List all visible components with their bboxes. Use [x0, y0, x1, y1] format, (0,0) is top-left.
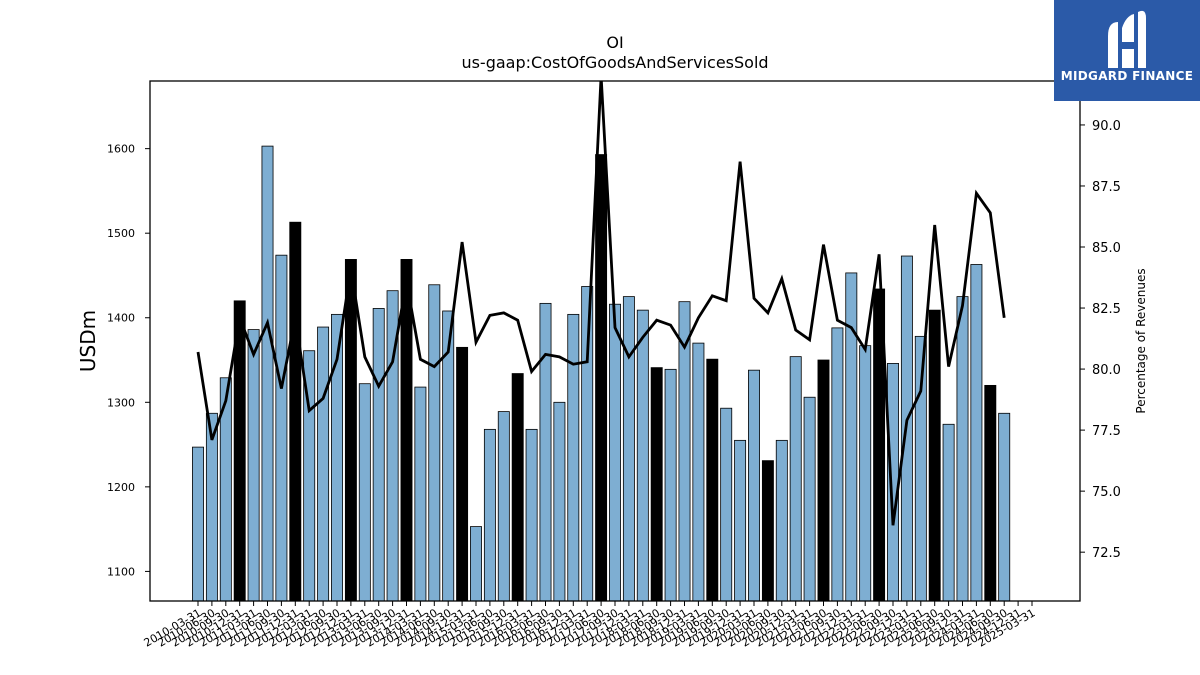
- bar: [428, 284, 441, 602]
- bar: [470, 526, 482, 602]
- bar: [928, 309, 941, 602]
- bar: [609, 303, 621, 602]
- bar: [803, 396, 816, 602]
- bar: [970, 264, 983, 602]
- right-tick-label: 77.5: [1092, 424, 1121, 439]
- right-tick-label: 72.5: [1092, 546, 1121, 561]
- left-axis-ticks: 1100 1200 1300 1400 1500 1600: [107, 143, 150, 578]
- y-axis-label: USDm: [76, 310, 100, 372]
- bar-series: [192, 145, 1011, 602]
- bar: [358, 383, 371, 602]
- logo-text: MIDGARD FINANCE: [1060, 69, 1194, 83]
- bar: [497, 411, 510, 602]
- percentage-line-series: [196, 81, 1006, 526]
- bar: [553, 401, 566, 602]
- midgard-finance-logo: MIDGARD FINANCE: [1054, 0, 1200, 101]
- x-axis-ticks: 2010-03-312010-06-302010-09-302010-12-31…: [142, 601, 1038, 650]
- bar: [956, 296, 969, 602]
- left-tick-label: 1400: [107, 312, 135, 325]
- bar: [748, 369, 760, 602]
- bar: [511, 373, 524, 602]
- bar: [734, 439, 747, 602]
- bar: [414, 386, 427, 602]
- bar: [525, 428, 538, 602]
- bar: [761, 460, 774, 602]
- bar: [192, 446, 204, 602]
- bar: [887, 363, 899, 602]
- chart-title: OI: [606, 33, 623, 52]
- right-tick-label: 90.0: [1092, 119, 1121, 134]
- bar: [817, 359, 830, 602]
- bar: [483, 428, 496, 602]
- bar: [831, 327, 844, 602]
- right-tick-label: 82.5: [1092, 302, 1121, 317]
- left-tick-label: 1100: [107, 565, 135, 578]
- left-tick-label: 1600: [107, 143, 135, 156]
- bar: [205, 412, 218, 602]
- right-tick-label: 75.0: [1092, 485, 1121, 500]
- bar: [789, 356, 802, 602]
- left-tick-label: 1500: [107, 227, 135, 240]
- bar: [275, 254, 288, 602]
- right-tick-label: 87.5: [1092, 180, 1121, 195]
- bar: [567, 313, 580, 602]
- bar: [539, 302, 552, 602]
- bar: [984, 384, 997, 602]
- bar: [595, 154, 608, 602]
- bar: [344, 259, 357, 602]
- bar: [692, 342, 705, 602]
- bar: [636, 309, 649, 602]
- plot-area-frame: [149, 80, 1081, 602]
- bar: [317, 326, 330, 602]
- bar: [622, 296, 635, 602]
- percentage-line: [196, 81, 1006, 526]
- bar: [942, 423, 955, 602]
- bar: [289, 221, 302, 602]
- left-tick-label: 1200: [107, 481, 135, 494]
- bar: [998, 412, 1011, 602]
- left-tick-label: 1300: [107, 396, 135, 409]
- bar: [859, 345, 872, 602]
- bar: [720, 407, 733, 602]
- bar: [247, 329, 260, 602]
- bar: [706, 358, 719, 602]
- right-tick-label: 85.0: [1092, 241, 1121, 256]
- midgard-logo-icon: [1108, 10, 1146, 68]
- y2-axis-label: Percentage of Revenues: [1134, 268, 1148, 413]
- bar: [261, 145, 274, 602]
- right-axis-ticks: 72.5 75.0 77.5 80.0 82.5 85.0 87.5 90.0: [1080, 119, 1121, 561]
- bar: [845, 272, 858, 602]
- bar: [456, 346, 469, 602]
- chart-subtitle: us-gaap:CostOfGoodsAndServicesSold: [461, 53, 768, 72]
- right-tick-label: 80.0: [1092, 363, 1121, 378]
- bar: [664, 368, 677, 602]
- bar: [650, 367, 663, 602]
- bar: [372, 308, 385, 602]
- bar: [775, 439, 788, 602]
